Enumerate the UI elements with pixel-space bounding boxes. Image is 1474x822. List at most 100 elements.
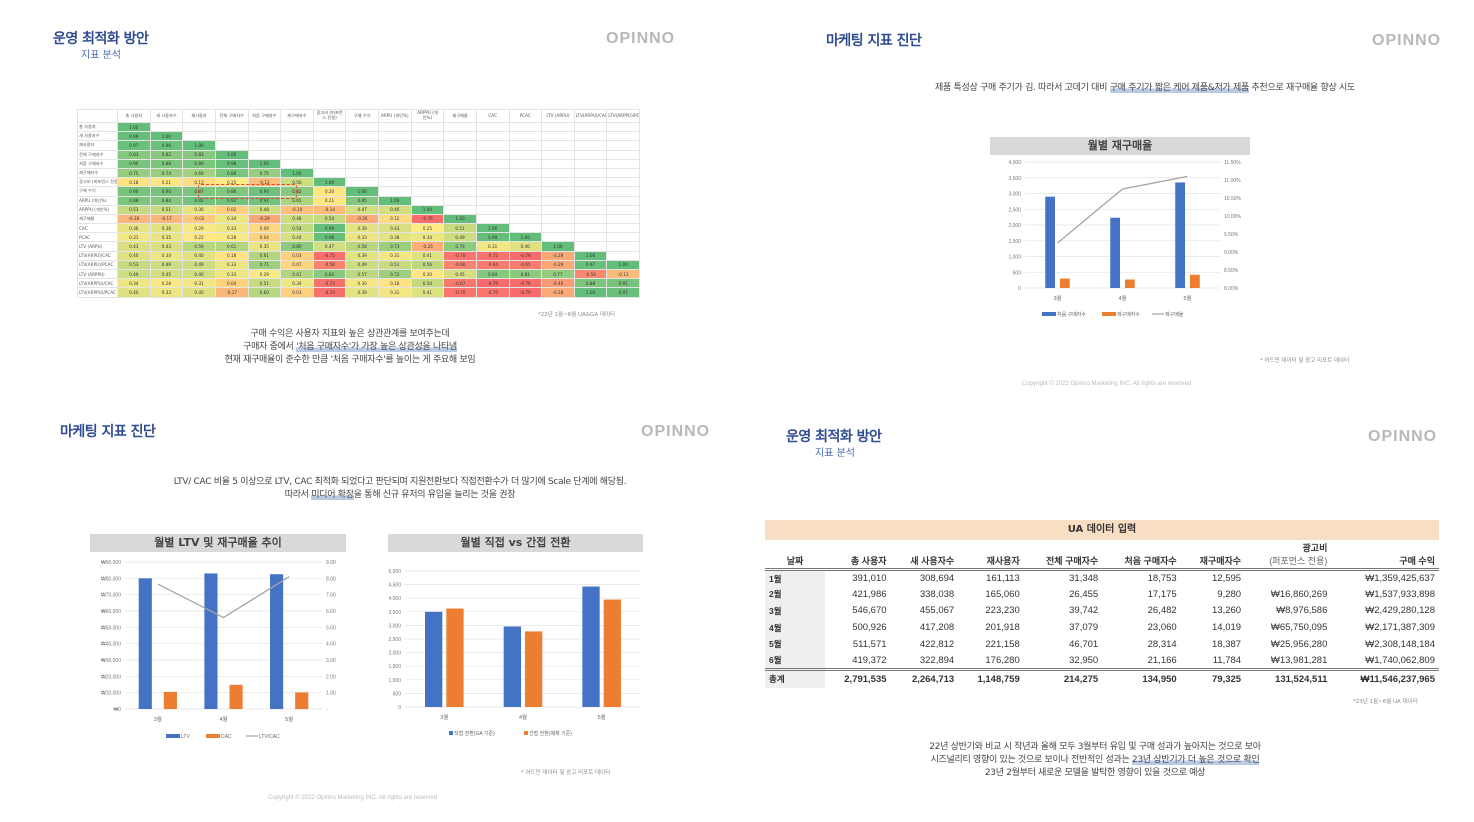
bar-처음 구매자수: [1175, 182, 1185, 288]
heatmap-cell: 0.98: [214, 158, 249, 169]
heatmap-cell: [475, 149, 510, 160]
heatmap-cell: [345, 121, 379, 133]
table-cell: 546,670: [852, 605, 887, 617]
caption-text: 시즈널리티 영향이 있는 것으로 보이나 전반적인 성과는: [930, 755, 1133, 765]
row-label: CAC: [77, 223, 118, 234]
heatmap-cell: 0.88: [573, 278, 608, 289]
heatmap-cell: 0.04: [214, 278, 249, 289]
y-tick-label: 500: [1013, 270, 1022, 276]
copyright: Copyright © 2022 Opinno Marketing INC. A…: [1022, 381, 1192, 387]
heatmap-cell: [541, 167, 575, 179]
heatmap-cell: 0.31: [475, 241, 510, 252]
column-header: 구매 수익: [1331, 540, 1439, 571]
heatmap-cell: 0.49: [117, 268, 151, 280]
heatmap-cell: [508, 140, 543, 151]
heatmap-cell: 0.31: [378, 287, 412, 298]
heatmap-cell: [345, 167, 379, 179]
heatmap-cell: [345, 158, 379, 169]
table-cell: 417,208: [919, 622, 955, 634]
heatmap-cell: 1.00: [378, 195, 412, 206]
table-cell: 6월: [765, 652, 825, 670]
x-tick-label: 3월: [1053, 294, 1061, 302]
heatmap-cell: 0.85: [345, 195, 379, 206]
heatmap-cell: [345, 149, 379, 160]
opinno-logo: OPINNO: [606, 30, 676, 47]
column-header: ARPU (개인%): [378, 109, 412, 123]
heatmap-cell: -0.73: [312, 278, 347, 289]
heatmap-cell: 0.31: [117, 232, 151, 243]
y2-tick-label: 4.00: [326, 642, 336, 648]
heatmap-cell: -0.70: [443, 287, 477, 298]
table-cell: 223,230: [985, 605, 1020, 617]
heatmap-cell: [541, 232, 575, 243]
heatmap-cell: [606, 213, 640, 225]
heatmap-cell: 0.46: [378, 204, 412, 215]
heatmap-cell: [214, 121, 249, 133]
heatmap-cell: 0.54: [410, 278, 445, 289]
row-label: ARPU (개인%): [77, 195, 118, 206]
heatmap-cell: 0.33: [345, 232, 379, 243]
heatmap-cell: 0.51: [149, 204, 184, 215]
heatmap-cell: 0.18: [214, 250, 249, 261]
caption-text: 따라서: [284, 490, 312, 500]
heatmap-row: 광고비 (퍼포먼스 전용) 0.18 0.21 0.13 0.25 -0.12 0.50 1.…: [77, 177, 640, 188]
legend-swatch: [166, 734, 180, 738]
heatmap-header-row: 총 사용자 새 사용자수 재사용자 전체 구매자수 처음 구매자수 재구매자수 광고비 (퍼…: [77, 109, 640, 123]
table-cell: 2월: [765, 586, 825, 603]
heatmap-cell: [573, 149, 608, 160]
table-cell: 1월: [765, 569, 825, 587]
caption-line: 구매자 중에서 '처음 구매자수'가 가장 높은 상관성을 나타냄: [150, 341, 550, 354]
caption: 제품 특성상 구매 주기가 김. 따라서 고데기 대비 구매 주기가 짧은 케어…: [880, 82, 1410, 95]
heatmap-cell: [410, 121, 445, 133]
heatmap-cell: 1.00: [508, 232, 543, 243]
heatmap-cell: 0.98: [312, 232, 347, 243]
y2-tick-label: 5.00: [326, 625, 336, 631]
highlighted-text: '처음 구매자수'가 가장 높은 상관성을 나타냄: [296, 342, 457, 352]
heatmap-cell: 0.61: [247, 250, 282, 261]
heatmap-cell: 0.02: [214, 204, 249, 215]
line-재구매율: [1057, 175, 1188, 244]
heatmap-cell: 0.57: [345, 268, 379, 280]
y-tick-label: ₩10,000: [101, 691, 121, 697]
heatmap-cell: 0.39: [345, 223, 379, 234]
heatmap-cell: 0.33: [214, 223, 249, 234]
table-header-row: 날짜 총 사용자 새 사용자수 재사용자 전체 구매자수 처음 구매자수 재구매자수 광고비(…: [765, 540, 1439, 571]
heatmap-cell: [541, 149, 575, 160]
heatmap-cell: [410, 140, 445, 151]
heatmap-cell: [443, 177, 477, 188]
heatmap-cell: -0.40: [541, 278, 575, 289]
heatmap-cell: 0.82: [312, 268, 347, 280]
heatmap-cell: [312, 167, 347, 179]
row-label: LTV(ARPPU)/CAC: [77, 278, 118, 289]
column-header: ARPPU (개인%): [410, 109, 445, 123]
footnote: * 어드민 데이터 및 광고 리포트 데이터: [1260, 358, 1350, 364]
y-tick-label: 0: [1018, 286, 1021, 292]
table-row: 4월 500,926 417,208 201,918 37,079 23,060 14,01…: [765, 619, 1439, 636]
table-cell: ₩1,740,062,809: [1365, 654, 1435, 666]
table-cell: ₩8,976,586: [1276, 605, 1328, 617]
heatmap-cell: -0.10: [280, 204, 314, 215]
heatmap-cell: 0.75: [117, 167, 151, 179]
column-header: 새 사용자수: [149, 109, 184, 123]
caption-line: 22년 상반기와 비교 시 작년과 올해 모두 3월부터 유입 및 구매 성과가…: [880, 741, 1310, 754]
heatmap-cell: -0.75: [312, 250, 347, 261]
heatmap-cell: [410, 158, 445, 169]
table-cell: 37,079: [1069, 622, 1099, 634]
heatmap-cell: 0.89: [214, 167, 249, 179]
column-header: 날짜: [765, 540, 825, 571]
heatmap-cell: 0.44: [280, 232, 314, 243]
bar-직접 전환(GA 기준): [425, 611, 443, 707]
heatmap-cell: [541, 195, 575, 206]
heatmap-cell: 0.90: [117, 158, 151, 169]
heatmap-cell: [541, 158, 575, 169]
heatmap-cell: 0.49: [149, 259, 184, 271]
table-cell: 17,175: [1147, 588, 1177, 600]
heatmap-cell: [606, 149, 640, 160]
bar-간접 전환(매체 기준): [446, 608, 464, 707]
heatmap-cell: -0.29: [247, 213, 282, 225]
y-tick-label: ₩90,000: [101, 560, 121, 566]
heatmap-row: 구매 수익 0.90 0.90 0.87 0.86 0.94 0.82 0.20 1.00: [77, 186, 640, 197]
heatmap-row: LTV (ARPPU) 0.49 0.45 0.46 0.33 0.29 0.61 0.82 0…: [77, 268, 640, 280]
legend-swatch: [449, 731, 453, 735]
table-cell: 221,158: [985, 638, 1020, 650]
